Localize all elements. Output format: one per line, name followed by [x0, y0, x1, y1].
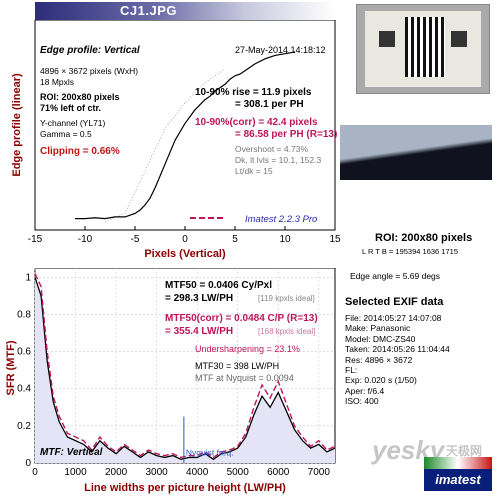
edge-dk: Dk, lt lvls = 10.1, 152.3 [235, 155, 321, 165]
logo-flag [424, 457, 492, 469]
edge-x-tick-label: -10 [78, 234, 93, 245]
edge-x-tick-label: -15 [28, 234, 43, 245]
mtf50-corr-ideal: [168 kpxls ideal] [258, 327, 315, 336]
mtf-y-label: SFR (MTF) [5, 340, 17, 395]
chart-title: CJ1.JPG [120, 3, 177, 18]
edge-x-tick-label: 0 [182, 234, 188, 245]
edge-profile-chart: -15 -10 -5 0 5 10 15 Pixels (Vertical) Edge pr… [11, 20, 341, 260]
edge-roi-1: 71% left of ctr. [40, 103, 101, 113]
mtf-x-tick-label: 6000 [267, 467, 290, 478]
exif-line: Aper: f/6.4 [345, 385, 385, 396]
exif-line: Make: Panasonic [345, 323, 411, 334]
thumbnail-patch-2 [451, 31, 467, 47]
edge-gamma: Gamma = 0.5 [40, 129, 92, 139]
title-bar [35, 2, 335, 20]
edge-overshoot: Overshoot = 4.73% [235, 144, 308, 154]
exif-line: Res: 4896 × 3672 [345, 354, 413, 365]
edge-lines [75, 51, 296, 223]
mtf50-line-2: = 298.3 LW/PH [165, 293, 233, 304]
exif-line: File: 2014:05:27 14:07:08 [345, 313, 442, 323]
mtf-x-tick-label: 5000 [227, 467, 250, 478]
edge-plot-frame [34, 20, 336, 231]
edge-corr-2: = 86.58 per PH (R=13) [235, 129, 337, 140]
edge-y-label: Edge profile (linear) [11, 73, 23, 177]
exif-title: Selected EXIF data [345, 296, 444, 308]
mtf-y-tick-label: 0.6 [17, 347, 31, 358]
edge-brand: Imatest 2.2.3 Pro [245, 214, 317, 225]
edge-corr-1: 10-90%(corr) = 42.4 pixels [195, 117, 318, 128]
nyquist-label: Nyquist freq. [186, 448, 234, 458]
mtf50-line: MTF50 = 0.0406 Cy/Pxl [165, 280, 272, 291]
mtf-x-tick-label: 4000 [186, 467, 209, 478]
mtf-y-tick-label: 1 [25, 272, 31, 283]
edge-roi-0: ROI: 200x80 pixels [40, 92, 120, 102]
edge-x-ticks: -15 -10 -5 0 5 10 15 [28, 226, 341, 245]
edge-info-0: 4896 × 3672 pixels (WxH) [40, 66, 138, 76]
imatest-logo: imatest [424, 469, 492, 491]
thumbnail-inner [365, 11, 481, 87]
mtf-curve [34, 277, 336, 461]
edge-curve [75, 51, 296, 220]
mtf-y-tick-label: 0.4 [17, 384, 31, 395]
edge-x-tick-label: 15 [329, 234, 341, 245]
edge-x-tick-label: 10 [279, 234, 291, 245]
edge-rise-1: 10-90% rise = 11.9 pixels [195, 87, 312, 98]
edge-angle: Edge angle = 5.69 degs [350, 271, 441, 281]
mtf-x-tick-label: 7000 [308, 467, 331, 478]
mtf50-corr-line: MTF50(corr) = 0.0484 C/P (R=13) [165, 313, 318, 324]
mtf-title: MTF: Vertical [40, 447, 103, 458]
chart-thumbnail [356, 4, 490, 94]
edge-ltdk: Lt/dk = 15 [235, 166, 273, 176]
edge-heading: Edge profile: Vertical [40, 45, 140, 56]
edge-rise-2: = 308.1 per PH [235, 99, 304, 110]
edge-clipping: Clipping = 0.66% [40, 146, 120, 157]
exif-line: Exp: 0.020 s (1/50) [345, 375, 417, 386]
mtf-corr-curve [34, 273, 336, 459]
edge-ychannel: Y-channel (YL71) [40, 118, 106, 128]
edge-info-1: 18 Mpxls [40, 77, 74, 87]
mtf-x-tick-label: 0 [32, 467, 38, 478]
mtf-y-tick-label: 0 [25, 458, 31, 469]
mtf50-ideal: [119 kpxls ideal] [258, 294, 315, 303]
edge-x-tick-label: -5 [131, 234, 140, 245]
exif-line: FL: [345, 365, 358, 376]
watermark-cn: 天极网 [446, 444, 483, 458]
mtf-lines [34, 273, 336, 463]
undersharpening: Undersharpening = 23.1% [195, 344, 300, 354]
roi-label: ROI: 200x80 pixels [375, 232, 473, 244]
exif-line: Taken: 2014:05:26 11:04:44 [345, 344, 450, 355]
mtf-ticks: 0 1000 2000 3000 4000 5000 6000 7000 0 0.2 0.4 0.6 0… [17, 272, 330, 478]
edge-dotted-line [104, 68, 226, 223]
mtf-x-tick-label: 2000 [105, 467, 128, 478]
mtf-chart: 0 1000 2000 3000 4000 5000 6000 7000 0 0.2 0.4 0.6 0… [5, 268, 336, 494]
exif-line: Model: DMC-ZS40 [345, 333, 416, 344]
mtf-y-tick-label: 0.8 [17, 309, 31, 320]
mtf-x-tick-label: 3000 [145, 467, 168, 478]
edge-x-label: Pixels (Vertical) [144, 248, 226, 260]
roi-image [340, 125, 492, 180]
mtf50-corr-line-2: = 355.4 LW/PH [165, 326, 233, 337]
exif-list: File: 2014:05:27 14:07:08 Make: Panasoni… [345, 313, 450, 407]
mtf-x-tick-label: 1000 [64, 467, 87, 478]
edge-x-tick-label: 5 [232, 234, 238, 245]
mtf30-line: MTF30 = 398 LW/PH [195, 361, 279, 371]
mtf-area [35, 277, 335, 463]
mtf-x-label: Line widths per picture height (LW/PH) [84, 482, 286, 494]
edge-date: 27-May-2014 14:18:12 [235, 45, 326, 55]
roi-ltrb: L R T B = 195394 1636 1715 [362, 247, 458, 256]
exif-line: ISO: 400 [345, 396, 379, 407]
thumbnail-patch [379, 31, 395, 47]
mtf-y-tick-label: 0.2 [17, 421, 31, 432]
mtf-nyquist-line: MTF at Nyquist = 0.0094 [195, 373, 294, 383]
thumbnail-target [405, 17, 445, 77]
